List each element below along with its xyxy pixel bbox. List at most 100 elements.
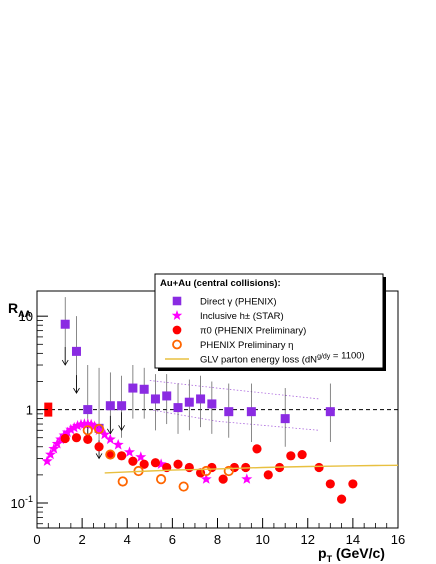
axis-ticks: 0 2 4 6 8 10 12 14 16 10 1 10-1 (11, 309, 406, 547)
marker-circle (218, 474, 228, 484)
marker-star (112, 439, 124, 450)
marker-star (65, 423, 77, 435)
marker-square (117, 401, 127, 411)
marker-square (150, 394, 160, 404)
marker-square (184, 397, 194, 407)
y-tick-label: 1 (26, 403, 33, 418)
marker-circle (286, 451, 296, 461)
x-axis-label-main: p (318, 545, 327, 561)
normalization-box (44, 402, 53, 417)
marker-star (93, 424, 105, 435)
marker-circle (336, 494, 347, 504)
x-tick-label: 6 (169, 532, 176, 547)
marker-square (83, 405, 93, 415)
legend: Au+Au (central collisions): Direct γ (PHE… (154, 273, 386, 371)
marker-star (45, 448, 57, 460)
marker-star (75, 418, 87, 430)
legend-label-text: π0 (PHENIX Preliminary) (200, 326, 306, 337)
legend-label-text: PHENIX Preliminary η (200, 340, 293, 351)
marker-square (162, 391, 172, 401)
marker-circle (139, 459, 149, 469)
legend-swatch-square (172, 296, 182, 306)
marker-square (105, 401, 115, 411)
x-tick-label: 8 (214, 532, 221, 547)
legend-title: Au+Au (central collisions): (160, 278, 281, 289)
x-tick-label: 16 (391, 532, 405, 547)
marker-square (224, 407, 234, 417)
marker-circle (150, 458, 161, 468)
legend-label-text: GLV parton energy loss (dN (200, 355, 317, 366)
x-tick-label: 2 (79, 532, 86, 547)
legend-label-text: Inclusive h± (STAR) (200, 311, 284, 322)
legend-label-text: = 1100) (330, 351, 364, 362)
marker-circle (348, 479, 358, 489)
y-tick-label: 10-1 (11, 494, 33, 511)
marker-circle (184, 462, 194, 473)
marker-square (71, 346, 81, 356)
marker-open-circle (223, 465, 234, 477)
marker-open-circle (117, 476, 128, 487)
marker-star (99, 428, 111, 440)
marker-star (89, 420, 101, 432)
marker-star (48, 443, 60, 454)
marker-square (60, 319, 70, 329)
legend-entry-label: PHENIX Preliminary η (200, 340, 293, 351)
marker-star (135, 451, 147, 462)
marker-circle (314, 462, 324, 473)
marker-circle (105, 449, 115, 460)
marker-square (325, 407, 335, 417)
x-tick-label: 4 (124, 532, 131, 547)
y-tick-label: 10 (19, 309, 33, 324)
marker-circle (60, 433, 70, 444)
x-tick-label: 0 (33, 532, 40, 547)
x-axis-label-sub: T (327, 554, 333, 564)
marker-star (124, 446, 135, 457)
data-markers (41, 319, 399, 504)
marker-circle (94, 442, 104, 452)
marker-circle (297, 449, 307, 460)
legend-entry-label: GLV parton energy loss (dNg/dy = 1100) (200, 351, 365, 366)
legend-swatch-star (171, 310, 183, 320)
marker-star (241, 473, 253, 484)
x-tick-label: 12 (301, 532, 315, 547)
marker-circle (325, 479, 335, 489)
upper-limit-arrowhead (118, 425, 125, 432)
marker-circle (71, 433, 82, 443)
marker-circle (128, 456, 138, 466)
band-upper-0 (149, 380, 320, 400)
marker-circle (173, 459, 183, 469)
band-lower-0 (149, 409, 320, 431)
y-axis-label-sub: AA (18, 309, 31, 319)
marker-circle (252, 444, 262, 454)
y-tick-base: 10 (11, 496, 25, 511)
legend-box (154, 273, 384, 369)
marker-star (68, 421, 80, 433)
marker-square (196, 394, 206, 404)
legend-entry-label: Inclusive h± (STAR) (200, 311, 284, 322)
legend-label-script: g/dy (317, 354, 331, 361)
legend-swatch-circle (172, 325, 182, 335)
marker-open-circle (155, 474, 167, 485)
x-axis-label-rest: (GeV/c) (332, 545, 385, 561)
legend-entry-label: π0 (PHENIX Preliminary) (200, 326, 306, 337)
marker-star (155, 458, 167, 469)
x-axis-label: pT (GeV/c) (318, 545, 385, 564)
axis-labels: RAA pT (GeV/c) (8, 300, 385, 564)
x-tick-label: 14 (346, 532, 360, 547)
marker-circle (263, 470, 273, 480)
marker-star (51, 438, 63, 449)
marker-open-circle (201, 465, 212, 477)
legend-entry-label: Direct γ (PHENIX) (200, 297, 277, 308)
glv-curve (104, 464, 399, 474)
marker-star (72, 420, 84, 431)
marker-square (280, 414, 290, 424)
upper-limit-arrowhead (61, 359, 69, 366)
marker-square (246, 407, 256, 417)
marker-star (104, 433, 116, 445)
marker-square (173, 403, 183, 413)
marker-circle (117, 451, 127, 461)
x-tick-label: 10 (255, 532, 269, 547)
marker-square (139, 384, 149, 394)
